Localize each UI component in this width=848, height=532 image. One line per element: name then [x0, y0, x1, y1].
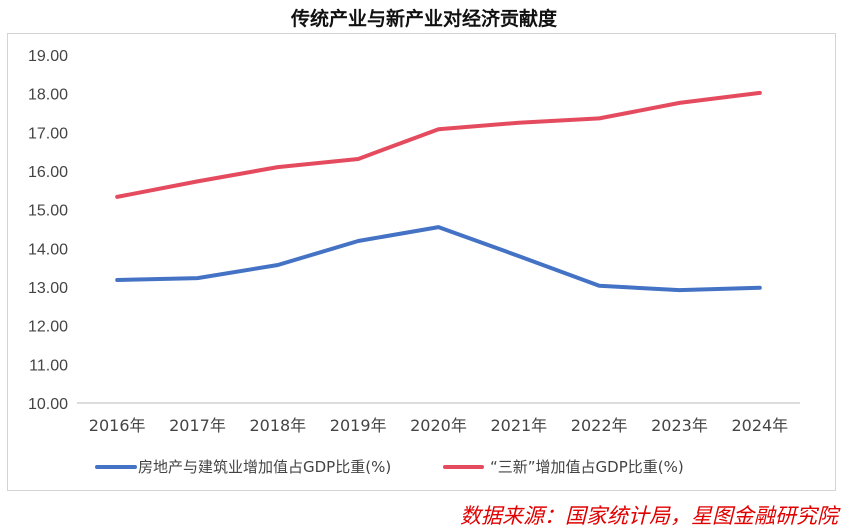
legend-label-2: “三新”增加值占GDP比重(%): [490, 458, 684, 476]
y-tick-label: 13.00: [28, 280, 68, 297]
y-tick-label: 15.00: [28, 203, 68, 220]
x-tick-label: 2018年: [249, 416, 306, 435]
series-line-1: [115, 225, 762, 293]
y-tick-label: 17.00: [28, 125, 68, 142]
y-tick-label: 12.00: [28, 319, 68, 336]
y-tick-label: 19.00: [28, 48, 68, 65]
x-tick-label: 2017年: [169, 416, 226, 435]
x-tick-label: 2022年: [571, 416, 628, 435]
x-tick-label: 2020年: [410, 416, 467, 435]
line-chart: 10.00 11.00 12.00 13.00 14.00 15.00 16.00 17.00…: [28, 48, 800, 476]
y-tick-label: 11.00: [29, 357, 68, 374]
x-tick-label: 2023年: [651, 416, 708, 435]
chart-frame: [7, 33, 836, 491]
y-tick-label: 14.00: [28, 241, 68, 258]
x-tick-label: 2021年: [490, 416, 547, 435]
x-tick-label: 2024年: [731, 416, 788, 435]
series-line-2: [115, 90, 762, 199]
y-tick-label: 16.00: [28, 164, 68, 181]
y-tick-label: 18.00: [28, 87, 68, 104]
chart-title: 传统产业与新产业对经济贡献度: [290, 8, 557, 30]
x-tick-label: 2016年: [89, 416, 146, 435]
y-tick-label: 10.00: [28, 396, 68, 413]
legend-label-1: 房地产与建筑业增加值占GDP比重(%): [138, 458, 391, 476]
data-source-note: 数据来源：国家统计局，星图金融研究院: [460, 504, 838, 528]
x-tick-label: 2019年: [330, 416, 387, 435]
